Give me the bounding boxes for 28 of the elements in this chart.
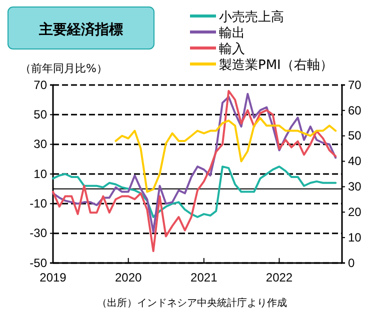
y-tick-label: -30 bbox=[30, 226, 48, 240]
y-tick-label: 10 bbox=[34, 166, 48, 181]
y2-tick-label: 50 bbox=[348, 128, 362, 143]
y-axis-title: （前年同月比%） bbox=[20, 62, 108, 75]
line-series bbox=[114, 117, 337, 193]
chart-title: 主要経済指標 bbox=[38, 21, 123, 38]
x-tick-label: 2022 bbox=[266, 270, 293, 285]
legend-label: 輸入 bbox=[219, 42, 245, 57]
x-tick-label: 2021 bbox=[190, 270, 218, 285]
line-series bbox=[52, 166, 337, 218]
y2-tick-label: 30 bbox=[348, 180, 362, 194]
y2-tick-label: 0 bbox=[348, 256, 355, 270]
text: （出所）インドネシア中央統計庁より作成 bbox=[97, 297, 287, 309]
y-tick-label: -50 bbox=[30, 256, 48, 270]
y2-tick-label: 20 bbox=[348, 204, 362, 219]
y2-tick-label: 10 bbox=[348, 230, 362, 244]
x-tick-label: 2019 bbox=[40, 270, 67, 285]
y-tick-label: -10 bbox=[30, 196, 48, 211]
legend-label: 輸出 bbox=[219, 26, 245, 41]
x-tick-label: 2020 bbox=[114, 270, 142, 285]
y2-tick-label: 70 bbox=[348, 78, 362, 92]
y2-tick-label: 60 bbox=[348, 103, 362, 118]
legend-label: 小売売上高 bbox=[219, 9, 284, 25]
legend-label: 製造業PMI（右軸） bbox=[219, 58, 333, 73]
y-tick-label: 70 bbox=[34, 78, 48, 92]
y2-tick-label: 40 bbox=[348, 154, 362, 168]
y-tick-label: 30 bbox=[34, 137, 48, 152]
y-tick-label: 50 bbox=[34, 108, 48, 122]
